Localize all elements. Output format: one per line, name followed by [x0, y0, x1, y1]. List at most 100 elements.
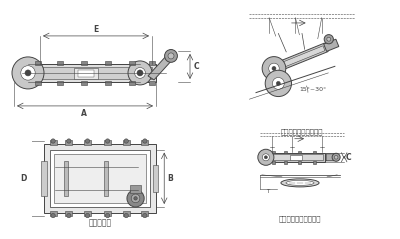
Circle shape — [264, 156, 267, 159]
Circle shape — [168, 53, 174, 59]
Text: 安装示意图（水平式）: 安装示意图（水平式） — [279, 216, 321, 222]
Bar — [284, 151, 288, 153]
Bar — [32, 64, 156, 82]
Bar — [312, 161, 316, 164]
Bar — [104, 211, 111, 216]
Ellipse shape — [286, 180, 314, 185]
Text: T: T — [266, 190, 270, 194]
Polygon shape — [324, 39, 339, 51]
Circle shape — [258, 149, 274, 165]
Text: 15°~30°: 15°~30° — [299, 87, 326, 92]
Bar — [105, 81, 111, 85]
Circle shape — [134, 197, 137, 200]
Bar — [78, 70, 94, 77]
Circle shape — [12, 57, 44, 89]
Circle shape — [25, 70, 31, 76]
Bar — [50, 150, 150, 207]
Bar — [123, 211, 130, 216]
Bar — [129, 61, 135, 65]
Text: C: C — [345, 153, 351, 162]
Circle shape — [334, 156, 338, 159]
Circle shape — [143, 213, 147, 218]
Bar — [129, 81, 135, 85]
Bar — [35, 61, 41, 65]
Bar — [44, 144, 156, 213]
Bar — [272, 154, 323, 160]
Bar — [272, 161, 275, 164]
Text: B: B — [167, 174, 173, 183]
Circle shape — [332, 153, 340, 161]
Polygon shape — [279, 46, 325, 68]
Circle shape — [106, 139, 110, 143]
Bar — [50, 140, 57, 145]
Text: 外形尺寸图: 外形尺寸图 — [88, 218, 111, 227]
Bar — [84, 140, 91, 145]
Ellipse shape — [281, 179, 319, 187]
Bar — [54, 154, 146, 203]
Text: 安装示意图（倾斜式）: 安装示意图（倾斜式） — [281, 129, 323, 135]
Circle shape — [272, 66, 276, 71]
Bar — [149, 81, 155, 85]
Bar — [84, 211, 91, 216]
Bar — [153, 164, 158, 192]
Bar — [290, 155, 302, 160]
Circle shape — [85, 213, 90, 218]
Bar — [284, 161, 288, 164]
Polygon shape — [326, 154, 336, 161]
Circle shape — [67, 213, 71, 218]
Circle shape — [276, 81, 280, 85]
Bar — [81, 61, 87, 65]
Bar — [130, 185, 141, 193]
Bar — [104, 140, 111, 145]
Bar — [57, 61, 63, 65]
Text: A: A — [81, 109, 87, 118]
Bar — [65, 211, 72, 216]
Bar — [123, 140, 130, 145]
Circle shape — [165, 49, 178, 62]
Circle shape — [127, 190, 144, 207]
Circle shape — [131, 194, 140, 203]
Polygon shape — [276, 43, 328, 71]
Circle shape — [124, 139, 128, 143]
Bar — [149, 61, 155, 65]
Bar — [312, 151, 316, 153]
Bar — [141, 211, 148, 216]
Circle shape — [51, 213, 55, 218]
Circle shape — [265, 70, 292, 97]
Circle shape — [134, 68, 146, 78]
Circle shape — [262, 57, 286, 80]
Circle shape — [262, 154, 269, 161]
Circle shape — [327, 37, 331, 41]
Circle shape — [128, 61, 152, 85]
Circle shape — [21, 66, 35, 80]
Circle shape — [85, 139, 90, 143]
Polygon shape — [148, 54, 174, 80]
Bar — [64, 161, 68, 196]
Circle shape — [51, 139, 55, 143]
Text: E: E — [93, 25, 99, 34]
Bar — [36, 67, 152, 79]
Circle shape — [67, 139, 71, 143]
Circle shape — [106, 213, 110, 218]
Circle shape — [124, 213, 128, 218]
Bar — [105, 61, 111, 65]
Bar — [74, 68, 98, 79]
Circle shape — [137, 70, 143, 76]
Circle shape — [143, 139, 147, 143]
Bar — [104, 161, 108, 196]
Bar — [35, 81, 41, 85]
Bar — [141, 140, 148, 145]
Bar — [50, 211, 57, 216]
Circle shape — [269, 63, 279, 74]
Bar — [41, 161, 47, 196]
Circle shape — [272, 77, 284, 89]
Bar — [298, 151, 302, 153]
Text: C: C — [193, 62, 199, 71]
Circle shape — [324, 35, 333, 44]
Bar — [57, 81, 63, 85]
Bar — [81, 81, 87, 85]
Bar — [270, 153, 325, 162]
Bar — [65, 140, 72, 145]
Text: D: D — [20, 174, 27, 183]
Bar — [272, 151, 275, 153]
